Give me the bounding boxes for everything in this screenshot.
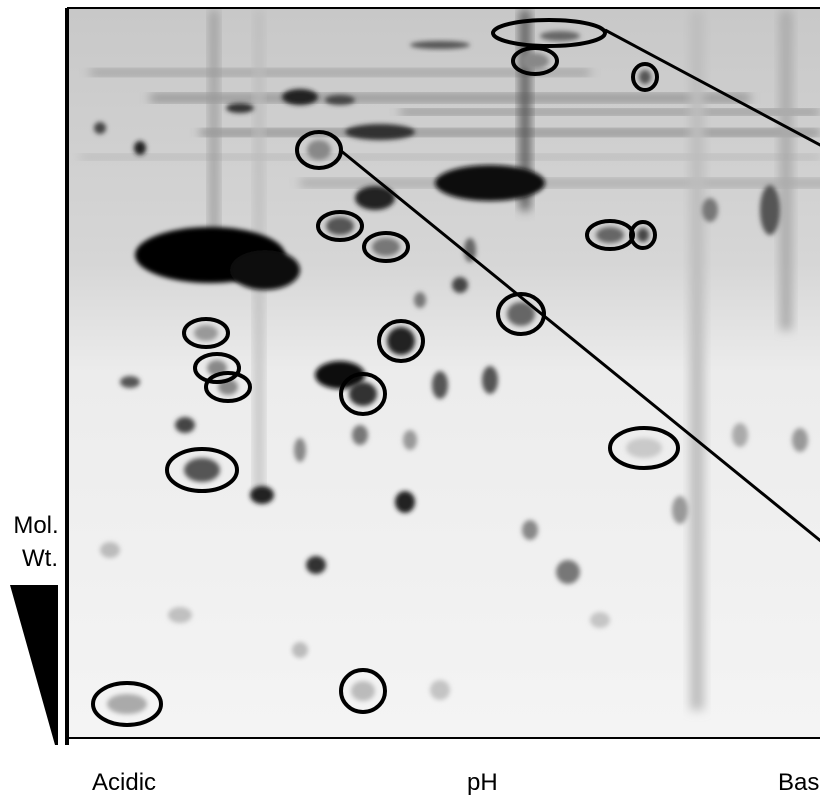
gel-streak [780,10,792,330]
gel-spot [230,250,300,290]
gel-spot [134,141,146,155]
gel-spot [326,217,354,235]
acidic-label: Acidic [92,769,156,796]
spot-circle [91,681,163,727]
spot-circle [377,319,425,363]
gel-spot [168,607,192,623]
gel-spot [430,680,450,700]
gel-spot [414,292,426,308]
wt-label: Wt. [22,545,58,572]
gel-spot [792,428,808,452]
spot-circle [608,426,680,470]
spot-circle [204,371,252,403]
gel-spot [387,327,415,355]
gel-spot [521,53,549,69]
gel-spot [282,89,318,105]
gel-streak [300,180,820,186]
gel-spot [307,140,331,160]
gel-spot [372,238,400,256]
zoom-line [604,28,820,147]
spot-circle [182,317,230,349]
gel-spot [352,425,368,445]
gel-spot [596,227,624,243]
gel-streak [80,155,820,159]
spot-circle [629,220,657,250]
gel-spot [250,486,274,504]
gel-spot [590,612,610,628]
gel-spot [639,70,651,84]
gel-spot [315,361,365,389]
gel-spot [395,491,415,513]
gel-spot [349,382,377,406]
gel-spot [522,520,538,540]
gel-spot [403,430,417,450]
gel-spot [452,277,468,293]
gel-streak [150,95,750,101]
gel-spot [435,165,545,201]
gel-spot [432,371,448,399]
gel-spot [760,185,780,235]
gel-spot [120,376,140,388]
gel-spot [107,694,147,714]
gel-spots [80,10,820,714]
gel-spot [294,438,306,462]
gel-spot [672,496,688,524]
gel-spot [226,103,254,113]
gel-streak [520,10,530,210]
gel-spot [306,556,326,574]
gel-spot [325,95,355,105]
gel-spot [292,642,308,658]
spot-circle [631,62,659,92]
spot-circle [491,18,607,48]
gel-spot [507,302,535,326]
gel-spot [732,423,748,447]
spot-circle [339,372,387,416]
gel-spot [626,438,662,458]
gel-spot [345,124,415,140]
gel-streak [90,70,590,75]
spot-circle [511,46,559,76]
gel-spot [637,228,649,242]
gel-spot [194,325,218,341]
gel-spot [94,122,106,134]
spot-circle [339,668,387,714]
gel-spot [556,560,580,584]
gel-spot [410,41,470,49]
gel-spot [351,681,375,701]
spot-circle [316,210,364,242]
spot-circle [165,447,239,493]
zoom-line [339,148,820,543]
basic-label: Basic [778,769,820,796]
mol-label: Mol. [13,512,58,539]
mol-wt-wedge [10,585,58,745]
gel-spot [540,31,580,41]
gel-spot [184,458,220,482]
gel-streak [400,110,820,114]
gel-spot [175,417,195,433]
annotations [91,18,820,727]
gel-spot [482,366,498,394]
gel-streak [690,10,704,710]
gel-spot [464,238,476,262]
gel-streak [200,130,820,135]
gel-spot [100,542,120,558]
gel-spot [355,186,395,210]
ph-label: pH [467,769,498,796]
gel-streak [210,10,218,240]
gel-spot [702,198,718,222]
spot-circle [193,352,241,384]
spot-circle [362,231,410,263]
